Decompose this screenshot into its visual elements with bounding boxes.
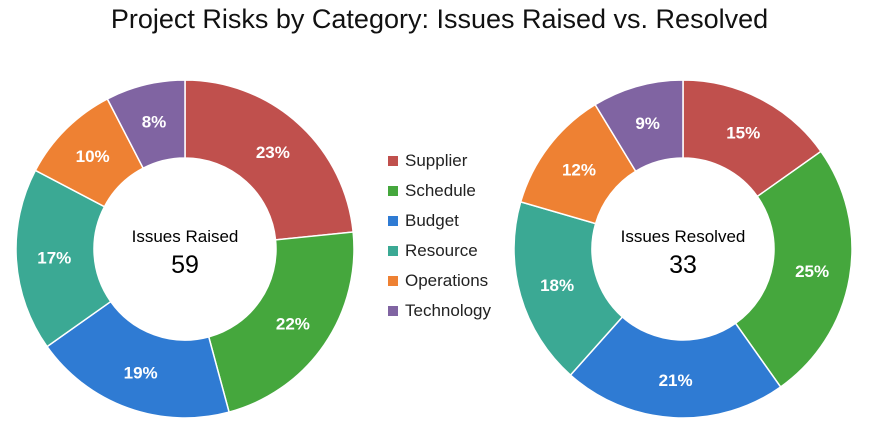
slice-label-budget: 21%: [659, 371, 693, 390]
donut-center-label: Issues Raised: [132, 227, 239, 246]
legend-swatch: [388, 306, 398, 316]
slice-label-operations: 10%: [76, 147, 110, 166]
slice-label-schedule: 22%: [276, 314, 310, 333]
legend-label: Budget: [405, 211, 459, 230]
slice-resource: [15, 169, 112, 348]
slice-technology: [106, 79, 186, 170]
slice-technology: [594, 79, 684, 173]
slice-budget: [45, 300, 231, 419]
legend-swatch: [388, 246, 398, 256]
donut-center-label: Issues Resolved: [621, 227, 746, 246]
slice-label-resource: 18%: [540, 276, 574, 295]
legend-item-schedule: Schedule: [388, 176, 491, 206]
donut-center-total: 33: [669, 251, 697, 279]
donut-center-total: 59: [171, 251, 199, 279]
slice-label-budget: 19%: [124, 363, 158, 382]
donut-issues-resolved: 15% 25% 21% 18% 12% 9% Issues Resolved 33: [513, 79, 853, 419]
slice-label-technology: 8%: [142, 113, 167, 132]
legend-swatch: [388, 216, 398, 226]
legend-label: Operations: [405, 271, 489, 290]
legend-item-budget: Budget: [388, 206, 491, 236]
legend-label: Resource: [405, 241, 478, 260]
chart-title: Project Risks by Category: Issues Raised…: [110, 4, 769, 34]
slice-supplier: [184, 79, 354, 241]
slice-label-resource: 17%: [37, 249, 71, 268]
legend-item-technology: Technology: [388, 296, 491, 326]
legend-swatch: [388, 156, 398, 166]
slice-label-supplier: 23%: [256, 143, 290, 162]
legend-item-resource: Resource: [388, 236, 491, 266]
legend-label: Technology: [405, 301, 492, 320]
legend-swatch: [388, 186, 398, 196]
slice-schedule: [207, 231, 355, 414]
donut-issues-raised: 23% 22% 19% 17% 10% 8% Issues Raised 59: [15, 79, 355, 419]
slice-resource: [513, 200, 624, 377]
legend-label: Supplier: [405, 151, 468, 170]
slice-label-technology: 9%: [635, 114, 660, 133]
slice-budget: [569, 315, 782, 419]
legend-item-operations: Operations: [388, 266, 491, 296]
slice-schedule: [734, 150, 853, 389]
slice-label-schedule: 25%: [795, 262, 829, 281]
slice-label-supplier: 15%: [726, 124, 760, 143]
chart-legend: Supplier Schedule Budget Resource Operations…: [388, 146, 491, 326]
legend-label: Schedule: [405, 181, 476, 200]
legend-swatch: [388, 276, 398, 286]
slice-label-operations: 12%: [562, 160, 596, 179]
legend-item-supplier: Supplier: [388, 146, 491, 176]
